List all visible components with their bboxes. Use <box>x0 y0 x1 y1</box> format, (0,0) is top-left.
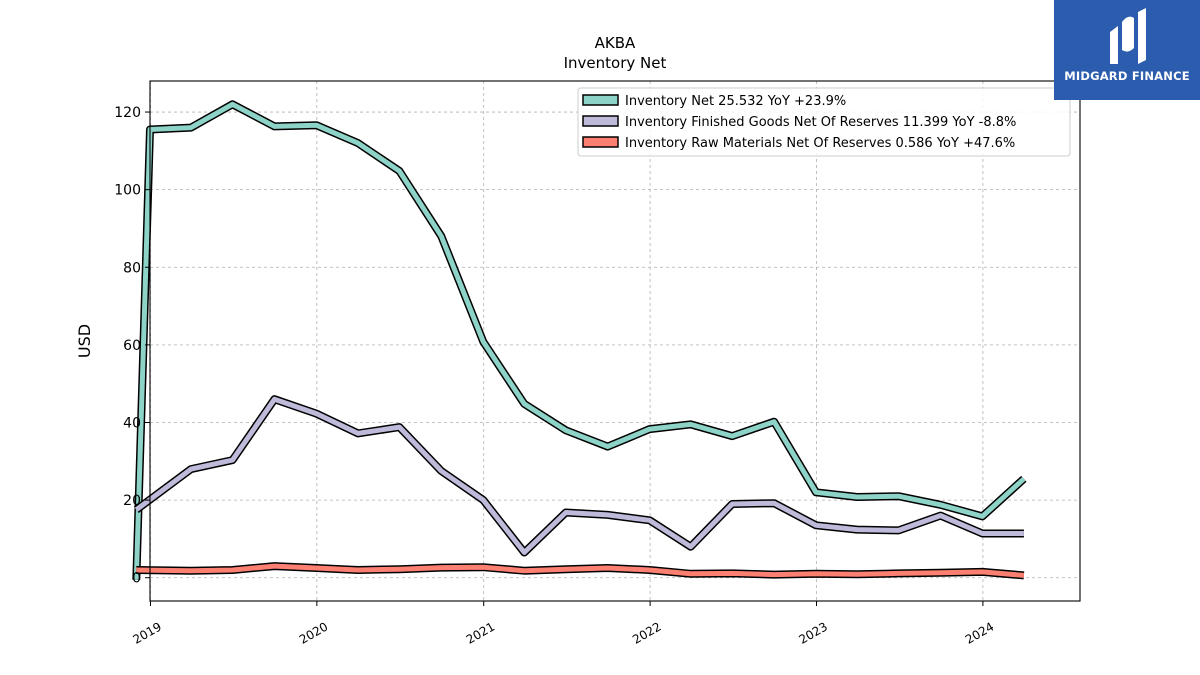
y-axis-label: USD <box>75 324 94 358</box>
y-tick-label: 20 <box>123 493 141 509</box>
legend-swatch <box>582 115 619 127</box>
y-tick-label: 60 <box>123 338 141 354</box>
x-tick-label: 2024 <box>963 619 996 646</box>
legend-entry-label: Inventory Raw Materials Net Of Reserves … <box>625 136 1015 151</box>
grid-lines <box>150 81 1080 601</box>
x-tick-label: 2022 <box>630 619 663 646</box>
series-layer <box>132 100 1027 580</box>
series-2-line <box>133 395 1024 557</box>
y-tick-label: 120 <box>114 105 141 121</box>
legend-swatch <box>582 136 619 148</box>
legend-entry-label: Inventory Finished Goods Net Of Reserves… <box>625 115 1016 130</box>
chart-subtitle: Inventory Net <box>564 54 667 72</box>
series-3-line <box>136 562 1025 580</box>
legend-swatch <box>582 94 619 106</box>
series-stroke <box>133 101 1026 580</box>
brand-logo: MIDGARD FINANCE <box>1054 0 1200 100</box>
y-tick-label: 0 <box>132 571 141 587</box>
x-tick-label: 2019 <box>131 619 164 646</box>
legend: Inventory Net 25.532 YoY +23.9% Inventory… <box>577 87 1071 157</box>
series-stroke <box>134 396 1024 555</box>
series-outline <box>132 100 1027 580</box>
series-stroke <box>136 563 1025 578</box>
chart-title: AKBA <box>595 34 636 52</box>
series-1-line <box>132 100 1027 580</box>
y-tick-label: 40 <box>123 415 141 431</box>
plot-frame <box>149 80 1081 602</box>
x-tick-label: 2021 <box>464 619 497 646</box>
brand-name: MIDGARD FINANCE <box>1064 69 1190 83</box>
x-tick-label: 2023 <box>797 619 830 646</box>
legend-entry-label: Inventory Net 25.532 YoY +23.9% <box>625 94 846 109</box>
x-tick-label: 2020 <box>297 619 330 646</box>
y-tick-label: 100 <box>114 183 141 199</box>
legend-box <box>577 87 1071 157</box>
brand-mark-icon <box>1110 8 1146 64</box>
y-tick-label: 80 <box>123 260 141 276</box>
